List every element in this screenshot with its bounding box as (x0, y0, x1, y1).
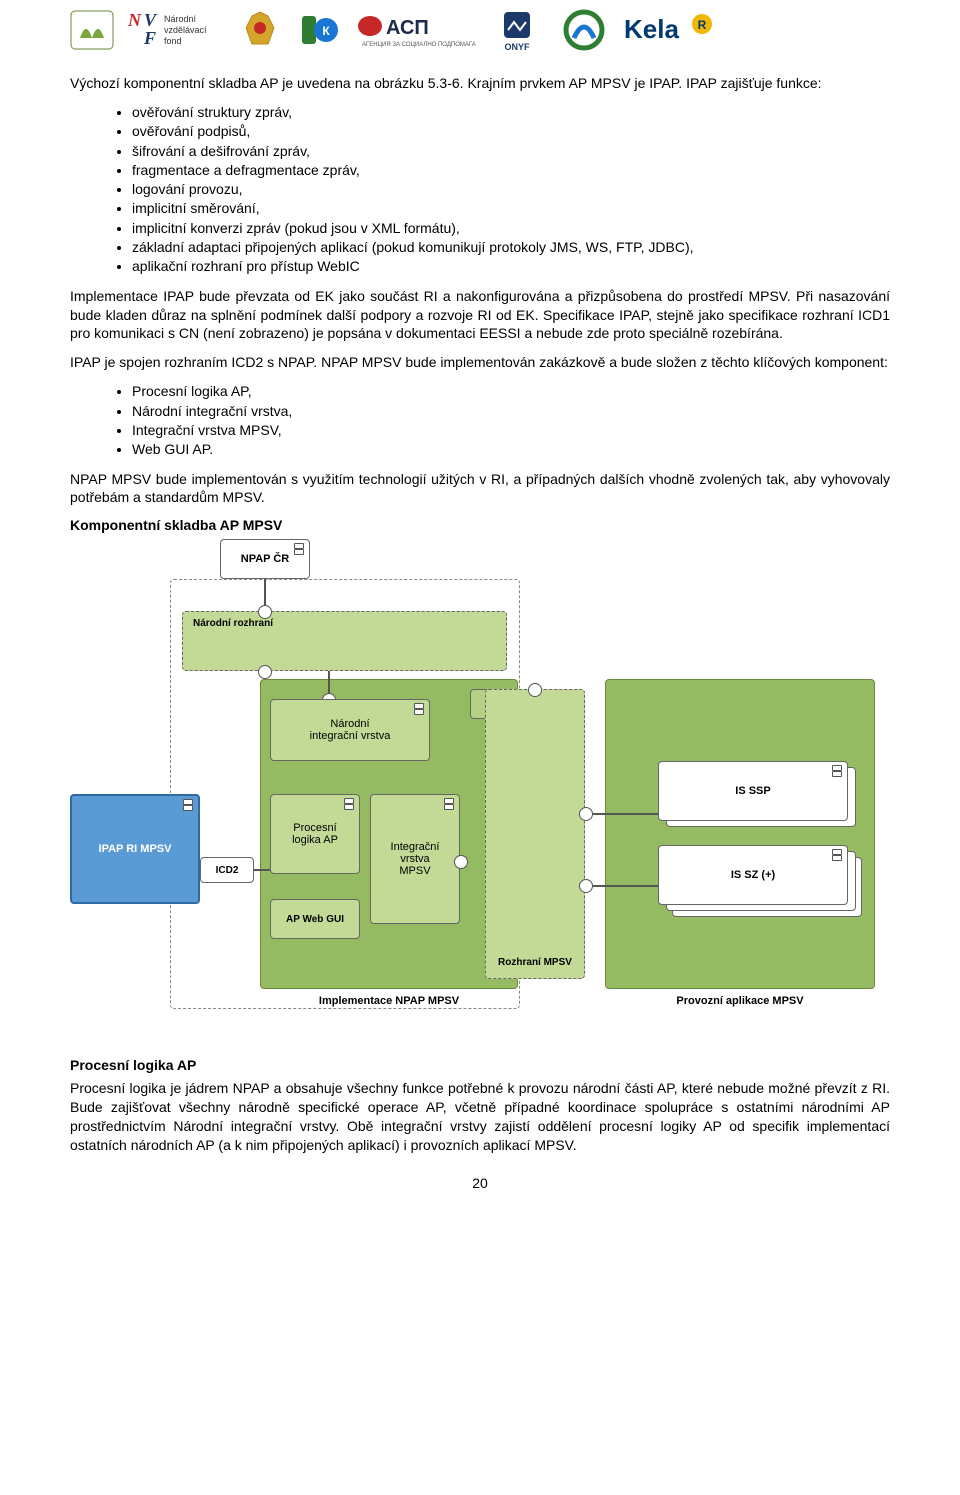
list-item: ověřování struktury zpráv, (132, 103, 890, 122)
svg-text:К: К (322, 24, 330, 38)
component-icon (443, 798, 454, 809)
text-integracni-mpsv: Integrační vrstva MPSV (391, 841, 440, 877)
text-rozhrani-mpsv: Rozhraní MPSV (498, 957, 572, 968)
port-icon (579, 879, 593, 893)
connector-line (592, 885, 658, 887)
svg-text:Kela: Kela (624, 14, 679, 44)
svg-text:R: R (698, 18, 707, 32)
box-integracni-vrstva-mpsv: Integrační vrstva MPSV (370, 794, 460, 924)
logo-6: ONYF (490, 8, 544, 52)
text-implementace: Implementace NPAP MPSV (319, 995, 459, 1007)
component-icon (831, 849, 842, 860)
component-icon (413, 703, 424, 714)
label-provozni-aplikace: Provozní aplikace MPSV (605, 995, 875, 1007)
svg-text:F: F (143, 28, 156, 48)
text-is-ssp: IS SSP (735, 785, 770, 797)
logo-1 (70, 10, 114, 50)
logo-8: Kela R (624, 12, 734, 48)
list-item: Procesní logika AP, (132, 382, 890, 401)
component-diagram: NPAP ČR Národní rozhraní Národní integra… (70, 539, 890, 1039)
svg-text:fond: fond (164, 36, 182, 46)
box-ipap-ri-mpsv: IPAP RI MPSV (70, 794, 200, 904)
list-item: aplikační rozhraní pro přístup WebIC (132, 257, 890, 276)
text-narodni-integracni: Národní integrační vrstva (310, 718, 391, 742)
connector-line (254, 869, 270, 871)
text-ap-web-gui: AP Web GUI (286, 914, 344, 925)
box-rozhrani-mpsv: Rozhraní MPSV (485, 689, 585, 979)
svg-text:N: N (128, 10, 142, 30)
svg-text:АСП: АСП (386, 17, 429, 39)
diagram-title: Komponentní skladba AP MPSV (70, 517, 890, 533)
svg-text:vzdělávací: vzdělávací (164, 25, 207, 35)
logo-5: АСП АГЕНЦИЯ ЗА СОЦИАЛНО ПОДПОМАГАНЕ (356, 10, 476, 50)
list-item: Web GUI AP. (132, 440, 890, 459)
text-provozni: Provozní aplikace MPSV (676, 995, 803, 1007)
box-provozni-backplate (605, 679, 875, 989)
box-narodni-integracni-vrstva: Národní integrační vrstva (270, 699, 430, 761)
box-is-sz: IS SZ (+) (658, 845, 848, 905)
logo-7 (558, 8, 610, 52)
paragraph-intro: Výchozí komponentní skladba AP je uveden… (70, 74, 890, 93)
box-icd2: ICD2 (200, 857, 254, 883)
logo-4: К (296, 8, 342, 52)
svg-text:АГЕНЦИЯ ЗА СОЦИАЛНО ПОДПОМАГАН: АГЕНЦИЯ ЗА СОЦИАЛНО ПОДПОМАГАНЕ (362, 42, 476, 48)
paragraph-implementation: Implementace IPAP bude převzata od EK ja… (70, 287, 890, 344)
svg-text:ONYF: ONYF (504, 42, 530, 52)
paragraph-tech: NPAP MPSV bude implementován s využitím … (70, 470, 890, 508)
list-item: implicitní směrování, (132, 199, 890, 218)
text-npap-cr: NPAP ČR (241, 553, 290, 565)
list-item: fragmentace a defragmentace zpráv, (132, 161, 890, 180)
page-number: 20 (70, 1175, 890, 1191)
port-icon (579, 807, 593, 821)
list-item: logování provozu, (132, 180, 890, 199)
component-icon (182, 799, 193, 810)
page-content: Výchozí komponentní skladba AP je uveden… (0, 74, 960, 1221)
logo-3 (238, 8, 282, 52)
paragraph-npap-intro: IPAP je spojen rozhraním ICD2 s NPAP. NP… (70, 353, 890, 372)
component-icon (293, 543, 304, 554)
box-procesni-logika: Procesní logika AP (270, 794, 360, 874)
list-item: implicitní konverzi zpráv (pokud jsou v … (132, 219, 890, 238)
box-narodni-rozhrani: Národní rozhraní (182, 611, 507, 671)
list-item: Integrační vrstva MPSV, (132, 421, 890, 440)
text-is-sz: IS SZ (+) (731, 869, 775, 881)
box-ap-web-gui: AP Web GUI (270, 899, 360, 939)
label-implementace-npap: Implementace NPAP MPSV (260, 995, 518, 1007)
logo-2: N V F Národní vzdělávací fond (128, 10, 224, 50)
text-ipap-ri: IPAP RI MPSV (99, 843, 172, 855)
component-icon (831, 765, 842, 776)
list-ipap-functions: ověřování struktury zpráv, ověřování pod… (70, 103, 890, 277)
list-npap-components: Procesní logika AP, Národní integrační v… (70, 382, 890, 459)
logo-bar: N V F Národní vzdělávací fond К АСП АГЕН… (0, 0, 960, 74)
box-is-ssp: IS SSP (658, 761, 848, 821)
text-icd2: ICD2 (216, 865, 239, 876)
list-item: ověřování podpisů, (132, 122, 890, 141)
list-item: Národní integrační vrstva, (132, 402, 890, 421)
component-icon (343, 798, 354, 809)
svg-text:Národní: Národní (164, 14, 197, 24)
svg-text:V: V (144, 10, 158, 30)
text-narodni-rozhrani: Národní rozhraní (193, 618, 273, 629)
list-item: šifrování a dešifrování zpráv, (132, 142, 890, 161)
connector-line (592, 813, 658, 815)
subsection-title: Procesní logika AP (70, 1057, 890, 1073)
list-item: základní adaptaci připojených aplikací (… (132, 238, 890, 257)
box-npap-cr-label: NPAP ČR (220, 539, 310, 579)
text-procesni-logika: Procesní logika AP (292, 822, 338, 846)
paragraph-procesni-logika: Procesní logika je jádrem NPAP a obsahuj… (70, 1079, 890, 1155)
